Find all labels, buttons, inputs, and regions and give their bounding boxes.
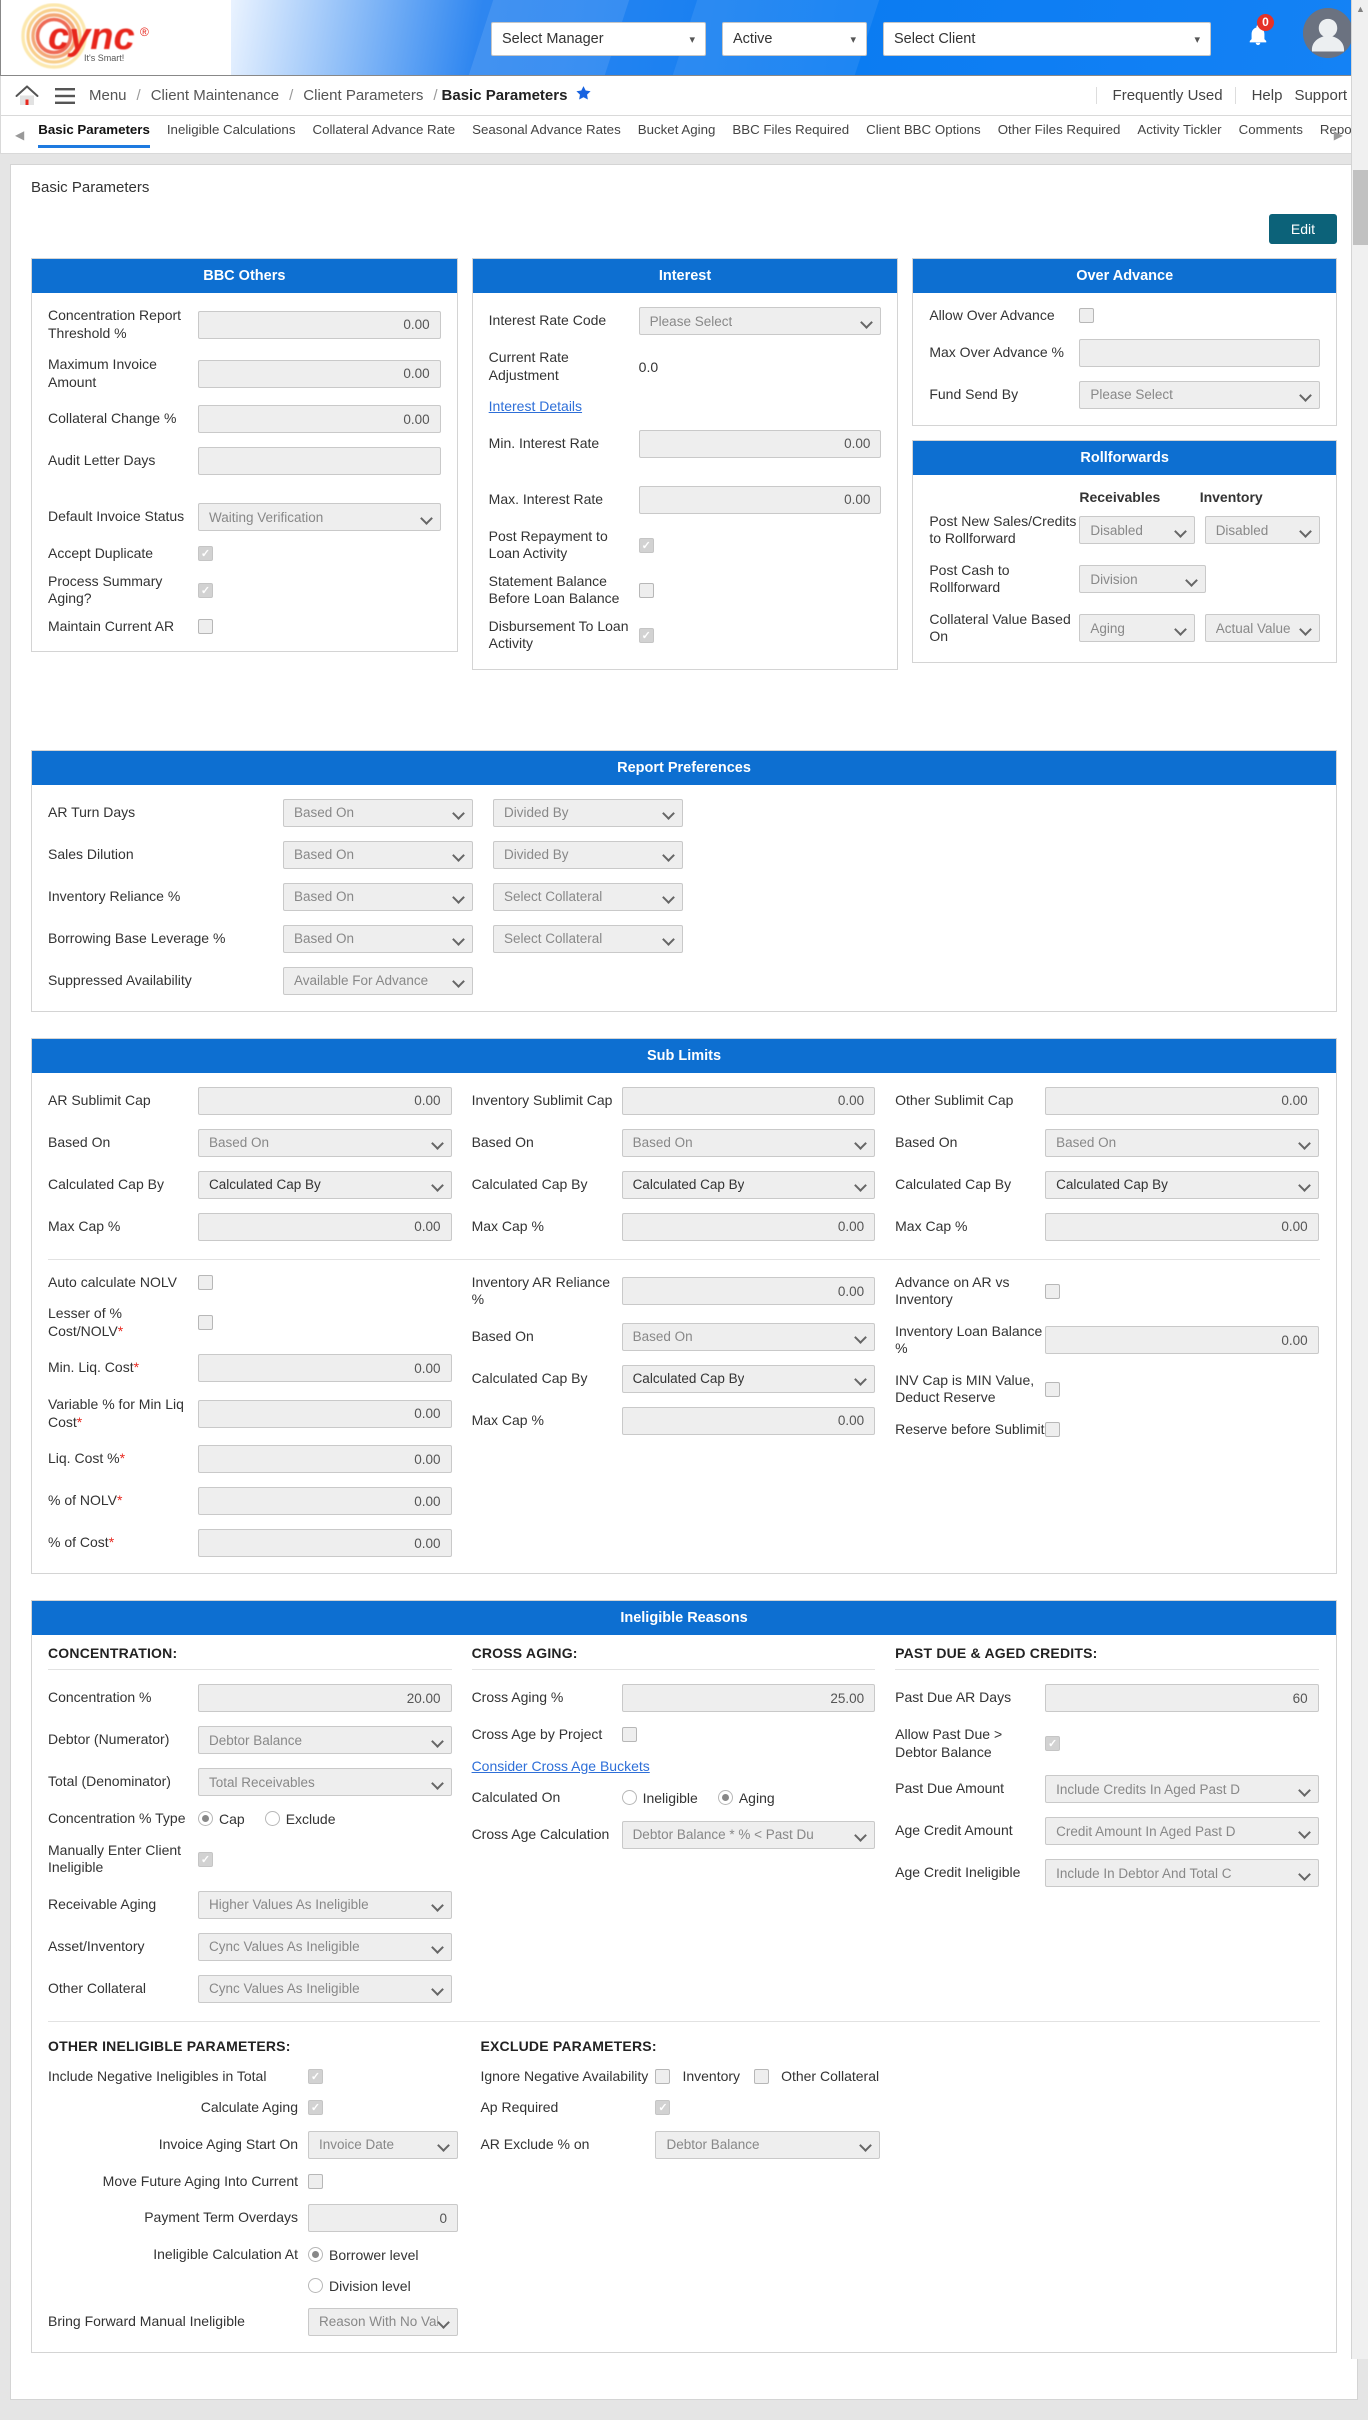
svg-text:®: ® (140, 25, 149, 39)
svg-text:cync: cync (48, 16, 135, 58)
svg-text:It's Smart!: It's Smart! (84, 53, 124, 63)
